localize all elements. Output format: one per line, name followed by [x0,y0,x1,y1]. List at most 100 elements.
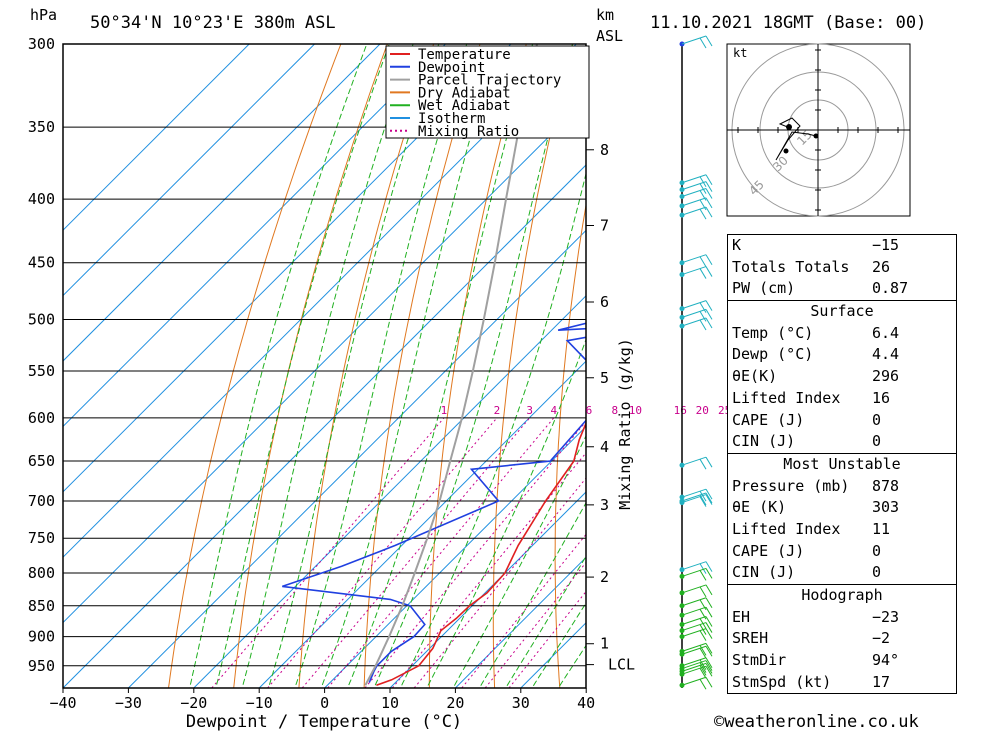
mixing-ratio-label: 3 [526,404,533,417]
height-label: LCL [608,656,635,674]
wind-barb [681,254,713,267]
stats-value: 17 [872,672,891,691]
height-label: 3 [600,496,609,514]
dry-adiabat-line [167,44,342,688]
x-tick-label: 10 [381,694,399,712]
wet-adiabat-line [241,44,414,688]
stats-key: CAPE (J) [732,541,805,560]
mixing-ratio-line [267,417,498,688]
wind-barb [681,317,713,331]
stats-key: Temp (°C) [732,323,814,342]
stats-value: 0.87 [872,279,909,298]
stats-row: EH −23 [728,607,956,629]
legend-label: Dewpoint [418,60,485,76]
dry-adiabat-line [988,44,1000,693]
mixing-ratio-line [364,420,586,688]
dry-adiabat-line [554,202,586,688]
height-label: 4 [600,438,609,456]
legend-label: Temperature [418,47,511,63]
wind-barb [681,300,713,313]
wind-barb [681,628,713,641]
pressure-label: 450 [28,254,55,272]
legend-box [385,45,590,139]
mixing-ratio-label: 1 [441,404,448,417]
hodograph-point [783,148,789,154]
wind-barb [681,488,713,502]
stats-row: Lifted Index 16 [728,388,956,410]
isotherm-line [258,360,586,688]
stats-key: StmSpd (kt) [732,672,832,691]
stats-value: 0 [872,432,882,451]
mixing-ratio-line [327,417,555,688]
x-tick-label: −40 [49,694,76,712]
wind-barb [681,187,713,201]
stats-value: 4.4 [872,345,900,364]
hodograph-trace [775,117,817,161]
location-title: 50°34'N 10°23'E 380m ASL [90,13,336,33]
axis-labels: −40 −30 −20 −10 0 10 20 30 40 300 350 400 450 500 550 6… [28,35,731,712]
stats-value: −23 [872,607,900,626]
mixing-ratio-label: 4 [550,404,557,417]
legend-label: Isotherm [418,111,485,127]
mixing-ratio-label: 2 [494,404,501,417]
wind-barb [681,266,713,279]
stats-key: SREH [732,629,769,648]
pressure-label: 750 [28,529,55,547]
isotherm-line [63,44,512,493]
pressure-unit-label: hPa [30,6,57,24]
parcel-trajectory-line [364,44,538,686]
surface-section: Surface Temp (°C) 6.4 Dewp (°C) 4.4 θE(K) 296… [728,300,956,453]
stats-value: 26 [872,257,891,276]
height-label: 8 [600,141,609,159]
stats-key: CIN (J) [732,563,796,582]
surface-title: Surface [810,302,874,321]
x-tick-label: 30 [512,694,530,712]
stats-row: CAPE (J) 0 [728,541,956,563]
wind-barb [681,642,713,656]
isotherm-line [63,44,446,428]
most-unstable-section: Most Unstable Pressure (mb) 878 θE (K) 303 L… [728,452,956,584]
stats-value: 878 [872,476,900,495]
indices-section: K −15 Totals Totals 26 PW (cm) 0.87 [728,235,956,300]
stats-row: CIN (J) 0 [728,562,956,584]
pressure-label: 550 [28,362,55,380]
pressure-label: 700 [28,492,55,510]
stats-row: Pressure (mb) 878 [728,476,956,498]
isotherm-line [63,98,586,624]
pressure-label: 850 [28,597,55,615]
height-label: 7 [600,216,609,234]
wind-barb [681,35,713,49]
mixing-ratio-line [301,417,531,688]
wind-barb [681,615,713,629]
stats-key: Lifted Index [732,519,841,538]
stats-key: CIN (J) [732,432,796,451]
mixing-ratio-label: 8 [612,404,619,417]
stats-key: CAPE (J) [732,410,805,429]
stats-value: 0 [872,563,882,582]
wet-adiabat-line [452,434,586,688]
legend-label: Dry Adiabat [418,85,511,101]
stats-key: Lifted Index [732,388,841,407]
stats-row: θE (K) 303 [728,497,956,519]
stats-value: 94° [872,651,900,670]
legend-label: Mixing Ratio [418,124,519,140]
wind-barb [681,174,713,188]
pressure-label: 800 [28,564,55,582]
most-unstable-title: Most Unstable [783,454,901,473]
stats-row: CAPE (J) 0 [728,410,956,432]
hodograph-unit: kt [733,46,747,60]
isotherm-line [63,164,586,688]
mixing-ratio-axis-label: Mixing Ratio (g/kg) [616,338,634,510]
wet-adiabat-line [347,44,534,688]
wind-barb [681,567,713,581]
stats-row: StmDir 94° [728,650,956,672]
mixing-ratio-line [211,417,445,688]
stats-key: PW (cm) [732,279,796,298]
legend-label: Parcel Trajectory [418,73,561,89]
stats-row: K −15 [728,235,956,257]
wind-barb [681,597,713,611]
wind-barb [681,456,713,470]
